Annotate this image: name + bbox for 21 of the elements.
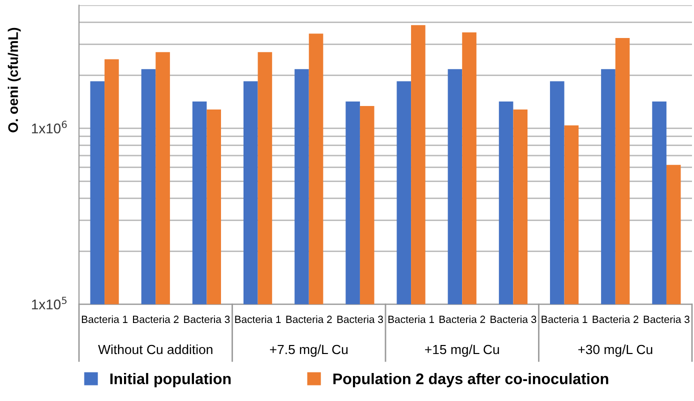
x-tick-label: Bacteria 3	[644, 315, 690, 324]
x-tick-label: Bacteria 2	[592, 315, 638, 324]
x-tick-label: Bacteria 3	[490, 315, 536, 324]
x-tick-label: Bacteria 1	[388, 315, 434, 324]
x-tick-label: Bacteria 2	[440, 315, 486, 324]
x-tick-label: Bacteria 2	[133, 315, 179, 324]
legend-label: Population 2 days after co-inoculation	[333, 373, 608, 388]
text: +30 mg/L Cu	[578, 344, 652, 357]
y-tick-label: 1x10$^{5}$	[32, 296, 67, 310]
x-tick-label: Bacteria 3	[184, 315, 230, 324]
y-axis-title: O. oeni (cfu/mL)	[8, 28, 21, 132]
x-tick-label: Bacteria 1	[542, 315, 588, 324]
x-tick-label: Bacteria 1	[235, 315, 281, 324]
x-tick-label: Bacteria 1	[82, 315, 128, 324]
legend-label: Initial population	[110, 373, 231, 388]
text: Without Cu addition	[98, 344, 212, 354]
y-tick-label: 1x10$^{6}$	[32, 120, 67, 134]
text: +15 mg/L Cu	[425, 344, 499, 357]
x-tick-label: Bacteria 3	[337, 315, 383, 324]
text: +7.5 mg/L Cu	[270, 344, 348, 357]
x-tick-label: Bacteria 2	[286, 315, 332, 324]
